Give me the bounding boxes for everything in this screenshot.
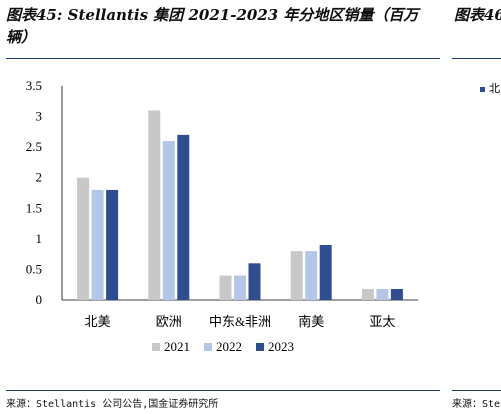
legend-label-2021: 2021 <box>164 339 190 354</box>
x-tick-label: 欧洲 <box>156 314 182 329</box>
y-tick-label: 1 <box>36 231 43 246</box>
legend-label-2023: 2023 <box>268 339 294 354</box>
bar-2022-2 <box>234 275 246 300</box>
y-tick-label: 2.5 <box>26 139 42 154</box>
legend-label-2022: 2022 <box>216 339 242 354</box>
x-tick-labels: 北美 欧洲 中东&非洲 南美 亚太 <box>85 314 396 329</box>
bar-2023-1 <box>177 134 190 300</box>
x-tick-label: 南美 <box>298 314 324 329</box>
source-note: 来源：Stellantis 公司公告,国金证券研究所 <box>6 399 219 410</box>
top-rule <box>6 58 440 59</box>
bar-2023-2 <box>248 263 261 300</box>
bar-2021-2 <box>219 275 232 300</box>
legend-swatch-2022 <box>204 343 212 351</box>
chart-title: 图表45: Stellantis 集团 2021-2023 年分地区销量（百万辆… <box>6 6 419 46</box>
side-chart-title: 图表46 <box>454 6 501 24</box>
bar-2023-0 <box>106 189 119 300</box>
side-legend: 北 <box>480 80 500 96</box>
bottom-rule <box>6 390 440 391</box>
legend-swatch-2021 <box>152 343 160 351</box>
bar-2022-1 <box>162 141 175 300</box>
side-source-note: 来源：Ste <box>452 399 501 410</box>
y-tick-label: 3 <box>36 109 43 124</box>
x-tick-label: 亚太 <box>369 314 395 329</box>
bar-2021-4 <box>361 288 374 300</box>
bar-2022-3 <box>305 251 318 300</box>
bar-2021-1 <box>148 110 161 300</box>
bar-2022-4 <box>376 288 389 300</box>
x-tick-label: 北美 <box>85 314 111 329</box>
y-tick-label: 1.5 <box>26 200 42 215</box>
bar-2021-3 <box>290 251 303 300</box>
bars <box>77 110 403 300</box>
y-tick-label: 0.5 <box>26 261 42 276</box>
bar-2022-0 <box>91 189 104 300</box>
top-rule-side <box>452 58 501 59</box>
side-legend-label: 北 <box>489 82 500 95</box>
legend-swatch-2023 <box>256 343 264 351</box>
y-tick-labels: 0 0.5 1 1.5 2 2.5 3 3.5 <box>26 78 42 307</box>
y-tick-label: 2 <box>36 170 43 185</box>
legend: 2021 2022 2023 <box>152 339 294 354</box>
y-tick-label: 0 <box>36 292 43 307</box>
side-legend-swatch <box>480 86 485 92</box>
y-tick-label: 3.5 <box>26 78 42 93</box>
bar-chart: 00.511.522.533.5 北美 欧洲 中东&非洲 南美 亚太 2021 2022 2… <box>26 78 418 354</box>
bar-2021-0 <box>77 177 90 300</box>
bottom-rule-side <box>452 390 501 391</box>
x-tick-label: 中东&非洲 <box>209 314 271 329</box>
bar-2023-4 <box>390 288 403 300</box>
bar-2023-3 <box>319 244 332 300</box>
